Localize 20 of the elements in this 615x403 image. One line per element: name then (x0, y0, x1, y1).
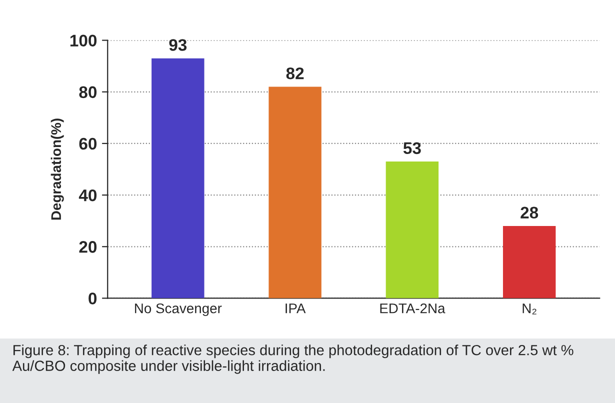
bar (386, 162, 439, 298)
x-tick-label: N₂ (522, 304, 536, 314)
data-label: 28 (520, 206, 538, 219)
x-tick-label: EDTA-2Na (380, 303, 446, 314)
bar (502, 226, 556, 298)
bar (152, 58, 204, 298)
bar (268, 86, 322, 298)
x-tick-label: No Scavenger (135, 303, 222, 316)
y-tick-label: 80 (79, 86, 97, 98)
y-tick-label: 20 (79, 241, 97, 253)
y-tick-label: 0 (88, 292, 97, 304)
x-tick-label: IPA (286, 304, 306, 314)
data-label: 53 (403, 142, 421, 154)
y-tick-label: 100 (70, 34, 97, 47)
caption: Figure 8: Trapping of reactive species during the photodegradation of TC over 2.5 wt % Au/CBO composite under visible-light irradiation. (12, 344, 574, 374)
y-tick-label: 40 (78, 189, 97, 202)
data-label: 93 (169, 39, 187, 51)
y-tick-label: 60 (79, 138, 97, 150)
data-label: 82 (286, 67, 304, 80)
y-axis-title: Degradation(%) (50, 118, 64, 220)
